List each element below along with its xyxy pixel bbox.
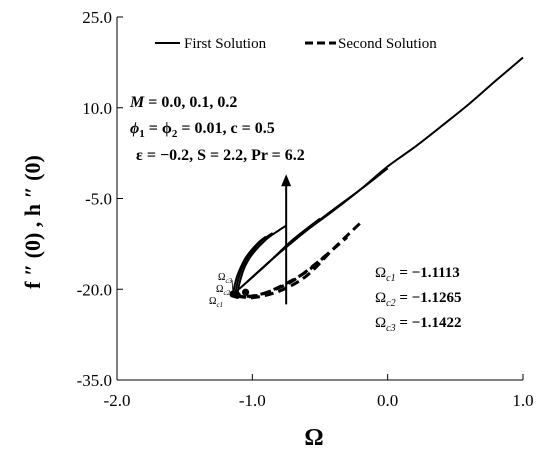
critical-leader bbox=[231, 291, 236, 296]
critical-label-c2: Ωc2 bbox=[216, 284, 231, 297]
x-tick-label: -1.0 bbox=[239, 391, 266, 410]
y-tick-label: -35.0 bbox=[77, 371, 112, 390]
x-tick-label: 1.0 bbox=[512, 391, 533, 410]
first-solution-curve-6 bbox=[232, 235, 267, 295]
legend-label: Second Solution bbox=[338, 36, 437, 52]
x-tick-label: -2.0 bbox=[104, 391, 131, 410]
parameter-line-1: M = 0.0, 0.1, 0.2 bbox=[129, 94, 237, 111]
x-axis-title: Ω bbox=[304, 425, 323, 451]
first-solution-curve-3 bbox=[238, 217, 321, 291]
y-tick-label: -20.0 bbox=[77, 280, 112, 299]
critical-point bbox=[241, 288, 250, 296]
critical-value-2: Ωc2 = −1.1265 bbox=[375, 290, 461, 309]
y-tick-label: 25.0 bbox=[82, 8, 112, 27]
critical-leader bbox=[231, 279, 234, 295]
legend-label: First Solution bbox=[184, 36, 267, 52]
critical-label-c3: Ωc3 bbox=[218, 272, 233, 285]
y-axis-title: f ″ (0) , h ″ (0) bbox=[20, 155, 45, 289]
y-tick-label: 10.0 bbox=[82, 99, 112, 118]
legend: First Solution Second Solution bbox=[155, 36, 437, 52]
second-solution-curve-8 bbox=[234, 236, 349, 299]
arrow-head bbox=[281, 174, 292, 187]
critical-label-c1: Ωc1 bbox=[209, 296, 223, 309]
critical-value-3: Ωc3 = −1.1422 bbox=[375, 315, 461, 334]
y-tick-label: -5.0 bbox=[85, 190, 112, 209]
parameter-line-2: ϕ1 = ϕ2 = 0.01, c = 0.5 bbox=[130, 120, 275, 140]
critical-values-annotation: Ωc1 = −1.1113 Ωc2 = −1.1265 Ωc3 = −1.1422 Ω… bbox=[209, 265, 461, 334]
parameter-annotation: M = 0.0, 0.1, 0.2 ϕ1 = ϕ2 = 0.01, c = 0.5… bbox=[129, 94, 305, 164]
first-solution-curve-1 bbox=[251, 56, 524, 278]
critical-value-1: Ωc1 = −1.1113 bbox=[375, 265, 460, 284]
parameter-line-3: ε = −0.2, S = 2.2, Pr = 6.2 bbox=[136, 147, 305, 164]
x-tick-label: 0.0 bbox=[377, 391, 398, 410]
first-solution-curve-4 bbox=[236, 224, 287, 296]
